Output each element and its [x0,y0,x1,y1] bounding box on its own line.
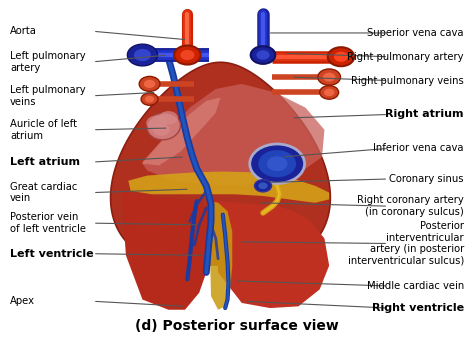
Circle shape [159,111,178,125]
Text: Right pulmonary veins: Right pulmonary veins [351,75,464,86]
Circle shape [146,116,167,130]
Polygon shape [110,62,330,265]
Circle shape [180,50,194,60]
Circle shape [153,124,170,136]
Circle shape [139,76,160,91]
Circle shape [256,50,270,60]
Text: Left ventricle: Left ventricle [10,249,94,259]
Circle shape [141,93,158,105]
Circle shape [258,150,296,177]
Text: Right atrium: Right atrium [385,109,464,119]
Circle shape [258,182,268,189]
Text: Middle cardiac vein: Middle cardiac vein [366,281,464,291]
Text: Posterior vein
of left ventricle: Posterior vein of left ventricle [10,212,86,234]
Circle shape [267,156,288,171]
Text: Left pulmonary
artery: Left pulmonary artery [10,51,86,73]
Circle shape [324,89,334,96]
Polygon shape [143,98,220,165]
Text: Left pulmonary
veins: Left pulmonary veins [10,85,86,107]
Text: (d) Posterior surface view: (d) Posterior surface view [135,319,339,333]
Text: Apex: Apex [10,296,35,306]
Text: Superior vena cava: Superior vena cava [367,28,464,38]
Circle shape [319,86,338,99]
Circle shape [174,45,201,64]
Text: Right pulmonary artery: Right pulmonary artery [347,52,464,62]
Text: Coronary sinus: Coronary sinus [389,174,464,184]
Circle shape [250,144,305,183]
Circle shape [328,47,354,66]
Circle shape [144,80,155,88]
Polygon shape [128,172,329,203]
Circle shape [145,96,154,103]
Circle shape [128,44,157,66]
Ellipse shape [147,113,181,140]
Text: Posterior
interventricular
artery (in posterior
interventricular sulcus): Posterior interventricular artery (in po… [347,221,464,266]
Text: Aorta: Aorta [10,26,37,36]
Polygon shape [143,84,324,186]
Polygon shape [121,191,211,310]
Circle shape [323,73,336,81]
Polygon shape [209,201,232,310]
Circle shape [255,180,272,192]
Text: Right coronary artery
(in coronary sulcus): Right coronary artery (in coronary sulcu… [357,195,464,217]
Text: Auricle of left
atrium: Auricle of left atrium [10,119,77,140]
Circle shape [134,49,151,61]
Circle shape [318,69,340,85]
Text: Great cardiac
vein: Great cardiac vein [10,182,78,203]
Circle shape [334,51,348,62]
Text: Right ventricle: Right ventricle [372,303,464,313]
Text: Left atrium: Left atrium [10,157,80,167]
Polygon shape [216,201,329,308]
Circle shape [251,46,275,64]
Text: Inferior vena cava: Inferior vena cava [374,144,464,153]
